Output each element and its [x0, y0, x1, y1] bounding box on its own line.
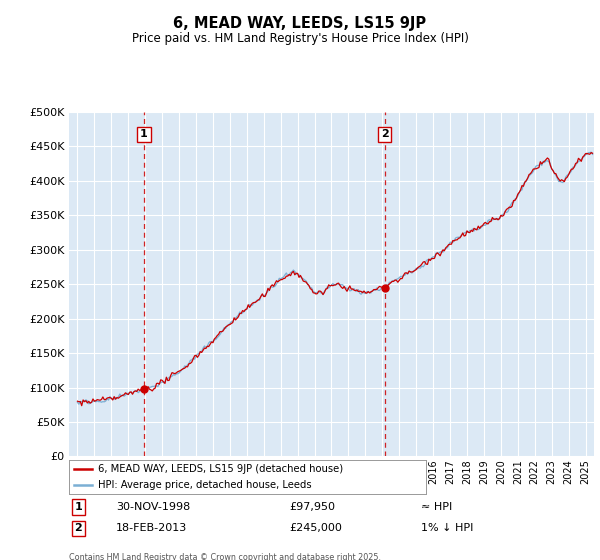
Text: 1: 1 — [74, 502, 82, 512]
Text: 6, MEAD WAY, LEEDS, LS15 9JP (detached house): 6, MEAD WAY, LEEDS, LS15 9JP (detached h… — [98, 464, 343, 474]
Text: 18-FEB-2013: 18-FEB-2013 — [116, 524, 187, 534]
Text: 1: 1 — [140, 129, 148, 139]
Text: £97,950: £97,950 — [290, 502, 335, 512]
Text: HPI: Average price, detached house, Leeds: HPI: Average price, detached house, Leed… — [98, 480, 311, 490]
Text: 1% ↓ HPI: 1% ↓ HPI — [421, 524, 473, 534]
Text: 2: 2 — [74, 524, 82, 534]
Text: 30-NOV-1998: 30-NOV-1998 — [116, 502, 191, 512]
Text: £245,000: £245,000 — [290, 524, 343, 534]
Text: Contains HM Land Registry data © Crown copyright and database right 2025.
This d: Contains HM Land Registry data © Crown c… — [69, 553, 381, 560]
Text: Price paid vs. HM Land Registry's House Price Index (HPI): Price paid vs. HM Land Registry's House … — [131, 32, 469, 45]
Text: 2: 2 — [380, 129, 388, 139]
Text: 6, MEAD WAY, LEEDS, LS15 9JP: 6, MEAD WAY, LEEDS, LS15 9JP — [173, 16, 427, 31]
Text: ≈ HPI: ≈ HPI — [421, 502, 452, 512]
